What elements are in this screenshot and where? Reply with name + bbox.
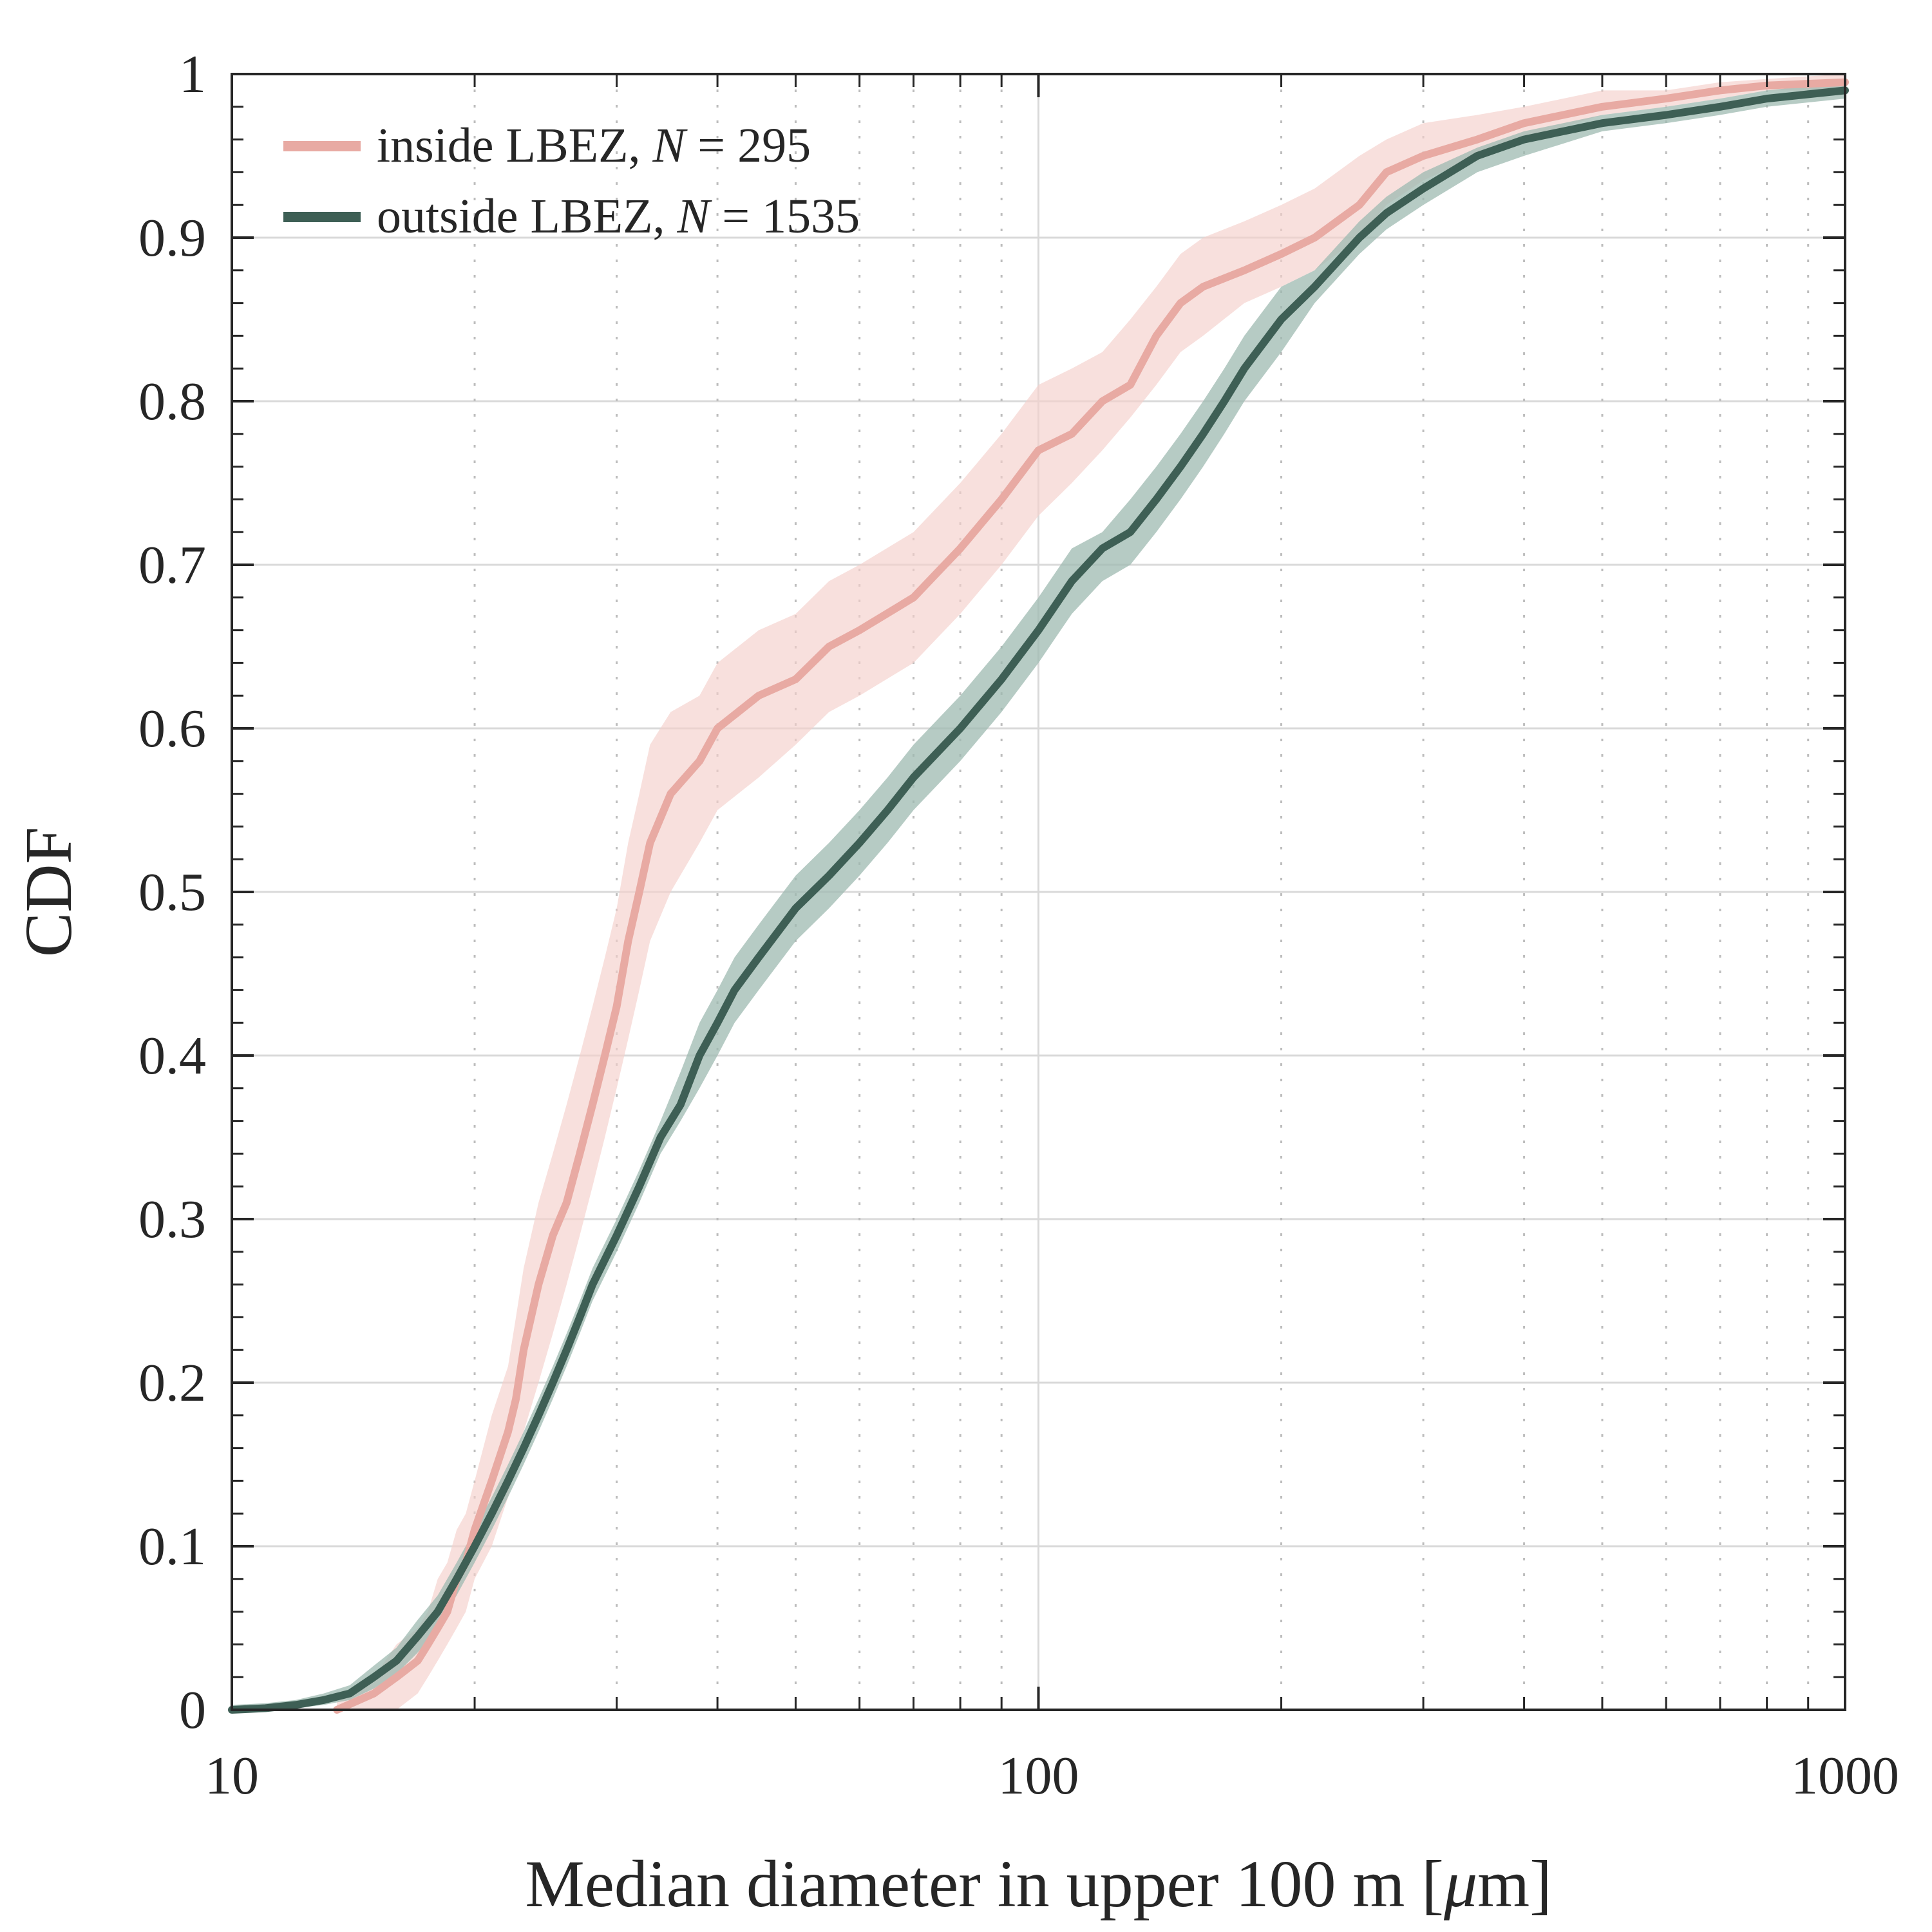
series-line-inside: [333, 78, 1849, 1714]
y-tick-label: 0.8: [138, 372, 206, 431]
legend: inside LBEZ, N = 295 outside LBEZ, N = 1…: [283, 118, 860, 243]
y-tick-label: 0.3: [138, 1189, 206, 1249]
grid-lines: [232, 74, 1845, 1710]
y-tick-label: 0: [179, 1680, 206, 1740]
legend-label-inside: inside LBEZ, N = 295: [377, 118, 811, 173]
y-tick-label: 0.4: [138, 1026, 206, 1086]
x-tick-label: 1000: [1791, 1746, 1899, 1806]
x-tick-label: 10: [205, 1746, 259, 1806]
legend-label-outside: outside LBEZ, N = 1535: [377, 189, 860, 243]
x-axis-label: Median diameter in upper 100 m [μm]: [525, 1847, 1551, 1921]
y-tick-label: 0.5: [138, 862, 206, 922]
y-tick-label: 0.9: [138, 208, 206, 268]
axis-ticks: [231, 73, 1846, 1711]
x-tick-label: 100: [998, 1746, 1079, 1806]
y-tick-label: 0.1: [138, 1517, 206, 1577]
y-tick-label: 1: [179, 44, 206, 104]
y-tick-label: 0.6: [138, 699, 206, 759]
series-lines: [228, 78, 1849, 1714]
series-line-outside: [228, 86, 1849, 1714]
y-tick-label: 0.2: [138, 1353, 206, 1413]
tick-labels: 0 0.1 0.2 0.3 0.4 0.5 0.6 0.7 0.8 0.9 1 10 100 1000: [138, 44, 1899, 1806]
y-tick-label: 0.7: [138, 535, 206, 595]
y-axis-label: CDF: [12, 827, 86, 957]
